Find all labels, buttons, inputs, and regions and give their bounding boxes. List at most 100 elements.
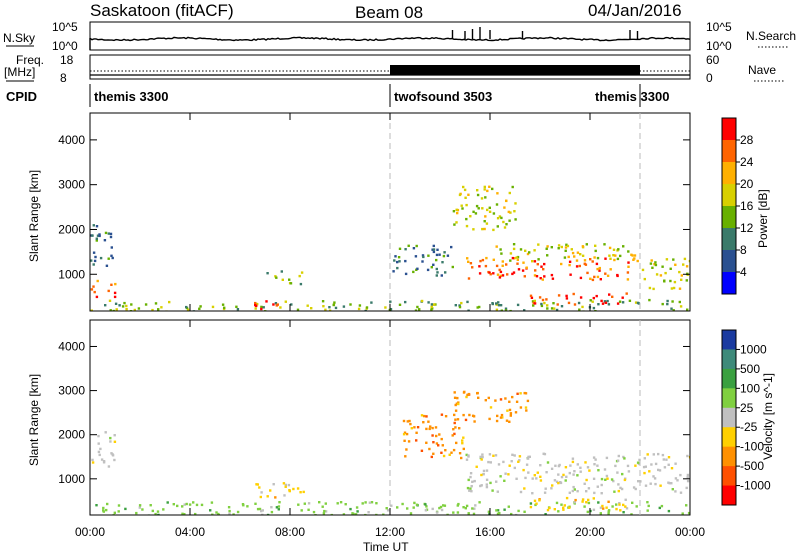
- heatmap-cell: [438, 506, 441, 510]
- heatmap-cell: [529, 502, 533, 505]
- heatmap-cell: [467, 277, 471, 280]
- heatmap-cell: [664, 271, 667, 275]
- heatmap-cell: [527, 455, 530, 459]
- heatmap-cell: [97, 434, 100, 438]
- y-tick-label: 3000: [58, 178, 85, 192]
- heatmap-cell: [608, 246, 612, 250]
- heatmap-cell: [600, 477, 604, 481]
- heatmap-cell: [560, 475, 564, 479]
- heatmap-cell: [330, 513, 333, 515]
- heatmap-cell: [499, 416, 503, 419]
- heatmap-cell: [606, 299, 609, 303]
- heatmap-cell: [446, 513, 449, 515]
- heatmap-cell: [468, 489, 471, 492]
- heatmap-cell: [532, 304, 535, 307]
- heatmap-cell: [438, 433, 441, 436]
- heatmap-cell: [500, 252, 503, 255]
- heatmap-cell: [601, 302, 605, 305]
- heatmap-cell: [281, 278, 284, 281]
- heatmap-cell: [540, 265, 543, 268]
- heatmap-cell: [537, 243, 540, 246]
- heatmap-cell: [461, 207, 464, 210]
- heatmap-cell: [632, 258, 635, 261]
- heatmap-cell: [617, 483, 620, 486]
- heatmap-cell: [607, 303, 611, 306]
- heatmap-cell: [596, 464, 599, 467]
- heatmap-cell: [589, 258, 592, 261]
- heatmap-cell: [575, 265, 579, 268]
- heatmap-cell: [440, 413, 444, 416]
- y-tick-label: 1000: [58, 472, 85, 486]
- heatmap-cell: [546, 307, 549, 310]
- heatmap-cell: [494, 399, 497, 402]
- heatmap-cell: [109, 309, 112, 311]
- heatmap-cell: [551, 484, 554, 487]
- heatmap-cell: [623, 478, 627, 482]
- heatmap-cell: [455, 441, 458, 445]
- heatmap-cell: [227, 506, 231, 509]
- heatmap-cell: [476, 189, 479, 192]
- heatmap-cell: [571, 457, 575, 460]
- heatmap-cell: [480, 197, 484, 200]
- heatmap-cell: [616, 257, 620, 261]
- heatmap-cell: [435, 267, 438, 271]
- heatmap-cell: [572, 473, 575, 476]
- heatmap-cell: [396, 266, 399, 270]
- heatmap-cell: [678, 270, 681, 274]
- heatmap-cell: [495, 264, 499, 268]
- heatmap-cell: [674, 263, 677, 266]
- noise-spikes: [89, 27, 639, 50]
- date-title: 04/Jan/2016: [588, 1, 682, 20]
- heatmap-cell: [502, 460, 505, 464]
- heatmap-cell: [485, 256, 488, 260]
- heatmap-cell: [456, 396, 459, 400]
- heatmap-cell: [303, 502, 306, 505]
- heatmap-cell: [457, 502, 460, 506]
- heatmap-cell: [141, 508, 144, 511]
- heatmap-cell: [511, 272, 514, 276]
- heatmap-cell: [618, 503, 621, 506]
- heatmap-cell: [364, 513, 367, 515]
- heatmap-cell: [525, 409, 528, 412]
- heatmap-cell: [98, 453, 101, 457]
- heatmap-cell: [454, 409, 458, 412]
- heatmap-cell: [584, 263, 588, 266]
- heatmap-cell: [518, 455, 522, 458]
- velocity-colorbar-label: Velocity [m s^-1]: [761, 373, 775, 460]
- heatmap-cell: [453, 432, 456, 436]
- heatmap-cell: [444, 271, 447, 274]
- heatmap-cell: [440, 508, 444, 512]
- heatmap-cell: [487, 510, 491, 513]
- heatmap-cell: [682, 263, 685, 266]
- heatmap-cell: [412, 247, 416, 250]
- colorbar-tick-label: 25: [740, 401, 754, 415]
- heatmap-cell: [467, 454, 470, 457]
- heatmap-cell: [93, 290, 96, 294]
- heatmap-cell: [457, 401, 460, 404]
- heatmap-cell: [185, 305, 188, 309]
- heatmap-cell: [587, 487, 591, 490]
- heatmap-cell: [435, 511, 439, 514]
- heatmap-cell: [279, 306, 282, 309]
- colorbar-swatch: [722, 118, 736, 141]
- heatmap-cell: [401, 502, 404, 506]
- heatmap-cell: [469, 472, 473, 475]
- heatmap-cell: [573, 502, 576, 505]
- heatmap-cell: [525, 266, 528, 269]
- heatmap-cell: [678, 287, 682, 290]
- heatmap-cell: [453, 223, 456, 226]
- heatmap-cell: [513, 210, 516, 213]
- heatmap-cell: [660, 504, 664, 508]
- heatmap-cell: [540, 302, 543, 306]
- velocity-y-axis-label: Slant Range [km]: [27, 374, 41, 466]
- noise-sky-label: N.Sky: [3, 31, 35, 45]
- heatmap-cell: [532, 301, 535, 305]
- heatmap-cell: [412, 270, 415, 274]
- heatmap-cell: [518, 459, 521, 462]
- heatmap-cell: [550, 273, 554, 277]
- heatmap-cell: [626, 464, 630, 468]
- heatmap-cell: [504, 397, 507, 400]
- heatmap-cell: [97, 450, 101, 454]
- colorbar-swatch: [722, 184, 736, 207]
- heatmap-cell: [671, 488, 674, 491]
